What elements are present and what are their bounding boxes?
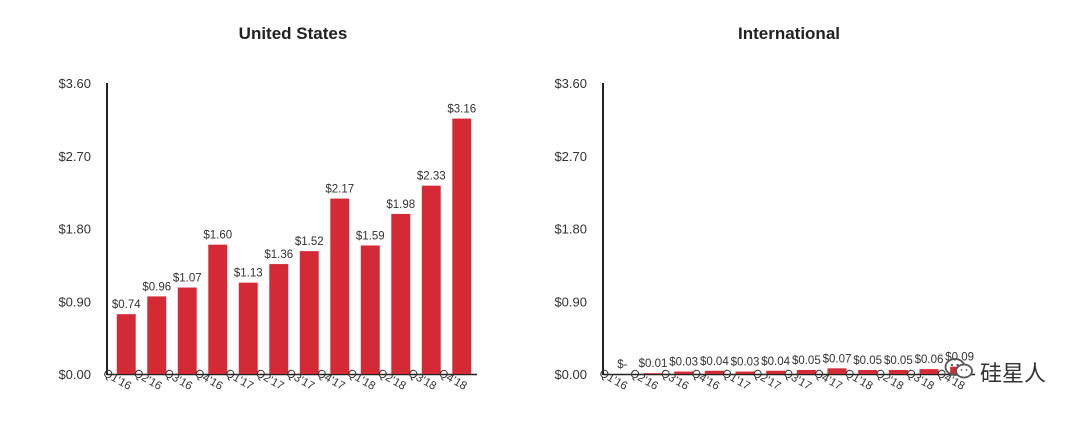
bar	[238, 282, 258, 374]
data-label: $1.13	[234, 268, 263, 280]
bar	[452, 118, 472, 374]
y-tick-label: $2.70	[58, 149, 91, 164]
data-label: $0.05	[792, 355, 821, 367]
bar	[208, 244, 228, 374]
data-label: $1.52	[295, 236, 324, 248]
x-tick-label: Q1'16	[597, 367, 629, 393]
chart-title: International	[738, 24, 840, 43]
bar	[888, 369, 908, 374]
x-tick-label: Q3'16	[658, 367, 690, 393]
x-tick-label: Q2'16	[628, 367, 660, 393]
data-label: $0.96	[142, 281, 171, 293]
y-tick-label: $0.90	[554, 294, 587, 309]
y-tick-label: $2.70	[554, 149, 587, 164]
data-label: $0.04	[700, 356, 729, 368]
data-label: $0.05	[853, 355, 882, 367]
data-label: $-	[617, 359, 627, 371]
bar	[299, 251, 319, 374]
y-tick-label: $0.00	[554, 367, 587, 382]
data-label: $0.74	[112, 299, 141, 311]
data-label: $0.06	[915, 354, 944, 366]
y-tick-label: $3.60	[554, 76, 587, 91]
bar	[766, 370, 786, 374]
data-label: $0.07	[823, 353, 852, 365]
data-label: $2.33	[417, 171, 446, 183]
x-tick-label: Q1'17	[720, 367, 752, 393]
watermark: 硅星人	[944, 356, 1046, 388]
data-label: $1.59	[356, 230, 385, 242]
data-label: $0.05	[884, 355, 913, 367]
chart-title: United States	[239, 24, 348, 43]
wechat-icon	[944, 357, 974, 387]
y-tick-label: $0.00	[58, 367, 91, 382]
data-label: $1.98	[386, 199, 415, 211]
bar	[674, 371, 694, 374]
data-label: $1.60	[203, 230, 232, 242]
bar	[360, 245, 380, 374]
bar	[735, 371, 755, 374]
data-label: $3.16	[447, 104, 476, 116]
y-tick-label: $3.60	[58, 76, 91, 91]
data-label: $0.04	[761, 356, 790, 368]
bar	[827, 368, 847, 374]
bar	[177, 287, 197, 374]
y-tick-label: $1.80	[554, 222, 587, 237]
bar	[704, 370, 724, 374]
bar	[858, 369, 878, 374]
chart-panel-2: International $0.00 $0.90 $1.80 $2.70 $3.60 $-…	[554, 24, 975, 393]
data-label: $0.03	[731, 357, 760, 369]
bar	[421, 185, 441, 374]
data-label: $0.03	[669, 357, 698, 369]
data-label: $0.09	[945, 352, 974, 364]
data-label: $1.07	[173, 273, 202, 285]
bar	[147, 296, 167, 374]
bar	[391, 213, 411, 374]
bar	[643, 373, 663, 374]
y-tick-label: $0.90	[58, 294, 91, 309]
data-label: $1.36	[264, 249, 293, 261]
y-tick-label: $1.80	[58, 222, 91, 237]
bar	[269, 264, 289, 374]
data-label: $2.17	[325, 184, 354, 196]
bar	[116, 314, 136, 374]
watermark-text: 硅星人	[979, 362, 1046, 387]
chart-panel-1: United States $0.00 $0.90 $1.80 $2.70 $3.60 $0…	[58, 24, 477, 393]
bar	[796, 369, 816, 374]
data-label: $0.01	[639, 358, 668, 370]
bar	[330, 198, 350, 374]
bar	[919, 369, 939, 374]
